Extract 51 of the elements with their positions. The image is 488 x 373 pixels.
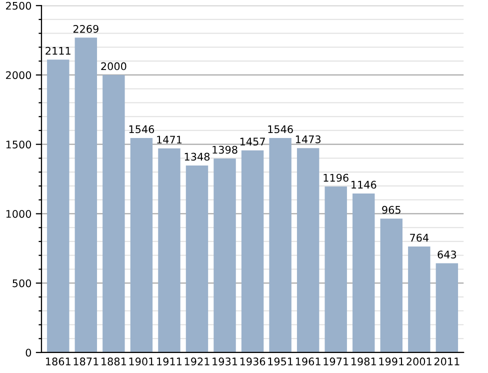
x-tick-label: 1921 [184, 358, 210, 366]
bar [352, 193, 375, 352]
bar [380, 218, 403, 352]
bar [214, 158, 236, 352]
bar [102, 74, 125, 352]
data-label: 1546 [268, 125, 293, 134]
data-label: 1348 [184, 152, 210, 161]
x-tick-label: 1911 [157, 358, 182, 366]
data-label: 1398 [212, 146, 238, 154]
data-label: 643 [438, 250, 456, 258]
bar [241, 150, 264, 352]
x-tick-label: 1861 [46, 358, 70, 366]
bar [436, 263, 458, 352]
y-tick-label: 1000 [6, 210, 32, 218]
x-tick-label: 1931 [212, 358, 238, 366]
y-tick-label: 0 [26, 348, 32, 357]
bar [296, 148, 320, 352]
x-tick-label: 1951 [268, 358, 293, 366]
bar [186, 165, 208, 352]
bar [130, 138, 153, 352]
x-tick-label: 1961 [296, 358, 320, 366]
data-label: 1196 [324, 174, 348, 182]
bar [269, 138, 292, 352]
x-tick-label: 2011 [434, 358, 460, 366]
x-tick-label: 1971 [324, 358, 348, 366]
x-tick-label: 1871 [74, 358, 98, 366]
y-tick-label: 2000 [6, 71, 32, 80]
data-label: 2269 [73, 24, 98, 33]
y-tick-label: 2500 [6, 2, 32, 10]
data-label: 764 [410, 234, 429, 242]
bar [74, 38, 98, 352]
x-tick-label: 1901 [129, 358, 154, 366]
y-tick-label: 500 [12, 279, 32, 288]
data-label: 2111 [46, 46, 70, 55]
x-tick-label: 1936 [240, 358, 266, 366]
data-label: 1146 [352, 180, 376, 189]
x-tick-label: 1981 [352, 358, 376, 366]
data-label: 1473 [296, 135, 320, 144]
bar [408, 246, 430, 352]
bar [47, 60, 70, 352]
bar [324, 186, 347, 352]
y-tick-label: 1500 [6, 140, 32, 148]
x-tick-label: 1881 [102, 358, 126, 366]
data-label: 1546 [129, 125, 154, 134]
data-label: 965 [382, 206, 400, 214]
bar [158, 148, 180, 352]
x-tick-label: 2001 [406, 358, 432, 366]
data-label: 1457 [240, 138, 265, 146]
data-label: 2000 [101, 62, 126, 70]
x-tick-label: 1991 [379, 358, 404, 366]
data-label: 1471 [157, 136, 182, 144]
